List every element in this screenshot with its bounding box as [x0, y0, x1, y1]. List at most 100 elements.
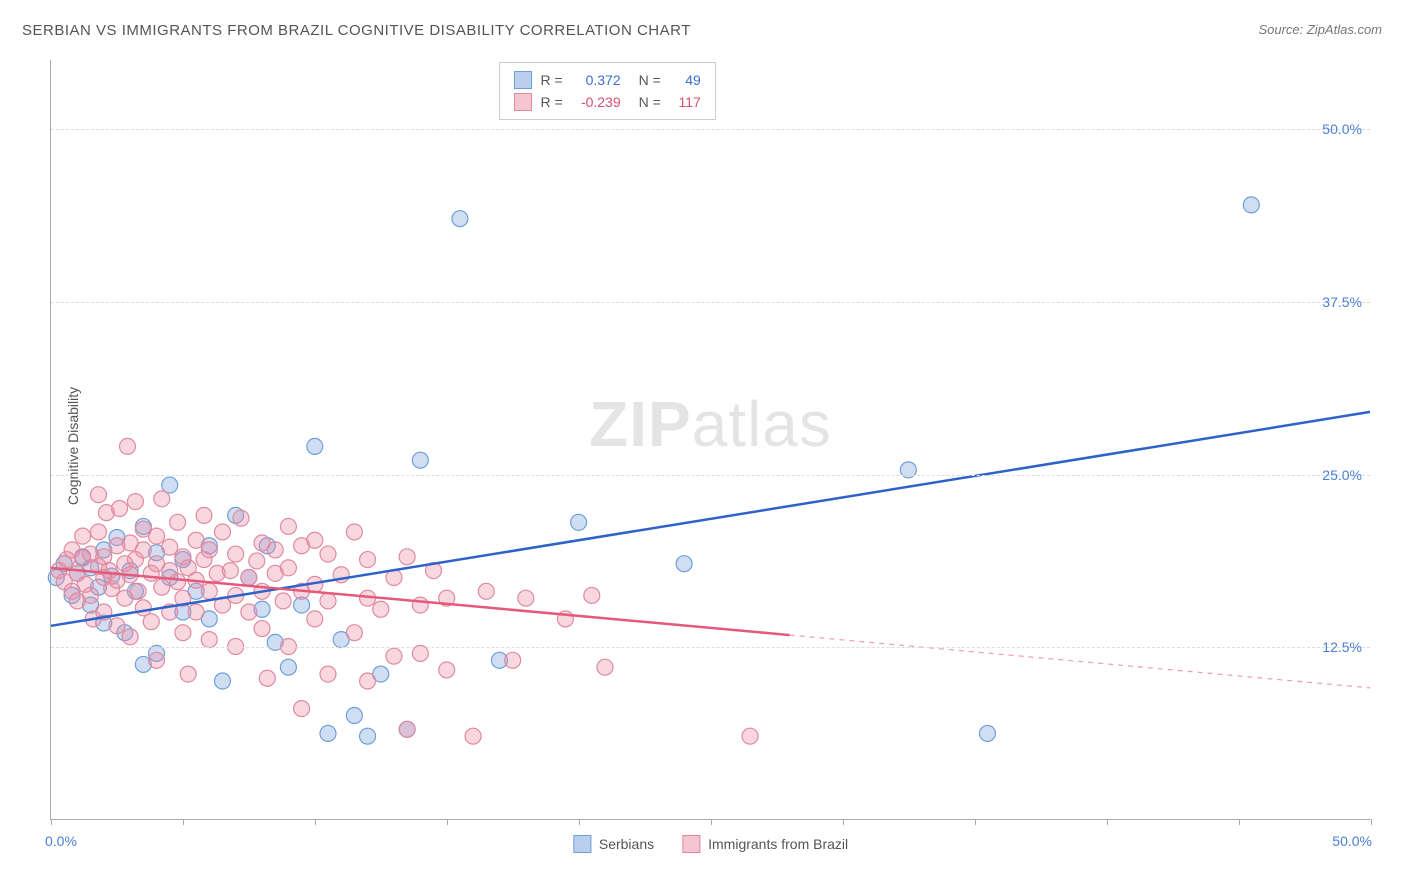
- bottom-legend-item: Immigrants from Brazil: [682, 835, 848, 853]
- scatter-point: [170, 574, 186, 590]
- scatter-point: [127, 494, 143, 510]
- scatter-point: [201, 632, 217, 648]
- x-tick: [447, 819, 448, 825]
- gridline: [51, 475, 1370, 476]
- scatter-point: [676, 556, 692, 572]
- x-tick: [315, 819, 316, 825]
- x-max-label: 50.0%: [1332, 833, 1372, 849]
- scatter-point: [112, 501, 128, 517]
- scatter-point: [346, 708, 362, 724]
- legend-r-value: -0.239: [571, 94, 621, 110]
- scatter-point: [75, 528, 91, 544]
- scatter-point: [170, 514, 186, 530]
- scatter-point: [83, 587, 99, 603]
- legend-swatch: [514, 93, 532, 111]
- scatter-point: [386, 648, 402, 664]
- y-tick-label: 50.0%: [1322, 121, 1362, 137]
- plot-area: ZIPatlas R =0.372N =49R =-0.239N =117 Se…: [50, 60, 1370, 820]
- scatter-point: [228, 546, 244, 562]
- source-label: Source: ZipAtlas.com: [1258, 22, 1382, 37]
- x-tick: [579, 819, 580, 825]
- legend-r-label: R =: [540, 94, 562, 110]
- trend-line-dashed: [790, 635, 1370, 688]
- chart-title: SERBIAN VS IMMIGRANTS FROM BRAZIL COGNIT…: [22, 22, 691, 39]
- x-tick: [975, 819, 976, 825]
- bottom-legend-item: Serbians: [573, 835, 654, 853]
- stats-legend: R = 0.372 N = 49 R = -0.239 N = 117: [499, 62, 715, 120]
- stats-legend-row: R = 0.372 N = 49: [514, 69, 700, 91]
- scatter-point: [201, 583, 217, 599]
- legend-swatch: [514, 71, 532, 89]
- scatter-point: [180, 666, 196, 682]
- scatter-point: [154, 491, 170, 507]
- x-tick: [1107, 819, 1108, 825]
- scatter-svg: [51, 60, 1370, 819]
- legend-n-value: 49: [669, 72, 701, 88]
- scatter-point: [597, 659, 613, 675]
- scatter-point: [320, 666, 336, 682]
- scatter-point: [214, 673, 230, 689]
- scatter-point: [109, 618, 125, 634]
- scatter-point: [478, 583, 494, 599]
- legend-n-label: N =: [639, 94, 661, 110]
- scatter-point: [518, 590, 534, 606]
- scatter-point: [275, 593, 291, 609]
- x-tick: [711, 819, 712, 825]
- scatter-point: [307, 611, 323, 627]
- scatter-point: [154, 579, 170, 595]
- trend-line: [51, 568, 790, 635]
- x-tick: [1371, 819, 1372, 825]
- gridline: [51, 647, 1370, 648]
- scatter-point: [320, 593, 336, 609]
- scatter-point: [259, 670, 275, 686]
- legend-r-value: 0.372: [571, 72, 621, 88]
- scatter-point: [1243, 197, 1259, 213]
- scatter-point: [122, 629, 138, 645]
- scatter-point: [280, 518, 296, 534]
- legend-n-value: 117: [669, 94, 701, 110]
- y-tick-label: 25.0%: [1322, 467, 1362, 483]
- scatter-point: [742, 728, 758, 744]
- scatter-point: [241, 604, 257, 620]
- y-tick-label: 37.5%: [1322, 294, 1362, 310]
- scatter-point: [233, 510, 249, 526]
- scatter-point: [320, 725, 336, 741]
- legend-r-label: R =: [540, 72, 562, 88]
- scatter-point: [373, 601, 389, 617]
- scatter-point: [175, 625, 191, 641]
- scatter-point: [584, 587, 600, 603]
- scatter-point: [439, 662, 455, 678]
- scatter-point: [360, 728, 376, 744]
- y-tick-label: 12.5%: [1322, 639, 1362, 655]
- scatter-point: [249, 553, 265, 569]
- scatter-point: [360, 673, 376, 689]
- legend-swatch: [682, 835, 700, 853]
- scatter-point: [571, 514, 587, 530]
- scatter-point: [280, 560, 296, 576]
- scatter-point: [280, 659, 296, 675]
- scatter-point: [130, 583, 146, 599]
- scatter-point: [346, 524, 362, 540]
- scatter-point: [214, 524, 230, 540]
- scatter-point: [120, 438, 136, 454]
- scatter-point: [188, 532, 204, 548]
- scatter-point: [196, 507, 212, 523]
- scatter-point: [399, 549, 415, 565]
- bottom-legend-label: Serbians: [599, 836, 654, 852]
- scatter-point: [505, 652, 521, 668]
- scatter-point: [294, 701, 310, 717]
- scatter-point: [254, 621, 270, 637]
- x-tick: [1239, 819, 1240, 825]
- scatter-point: [241, 570, 257, 586]
- scatter-point: [979, 725, 995, 741]
- scatter-point: [360, 552, 376, 568]
- bottom-legend: Serbians Immigrants from Brazil: [573, 835, 848, 853]
- stats-legend-row: R = -0.239 N = 117: [514, 91, 700, 113]
- gridline: [51, 129, 1370, 130]
- scatter-point: [267, 542, 283, 558]
- scatter-point: [162, 539, 178, 555]
- x-tick: [843, 819, 844, 825]
- scatter-point: [452, 211, 468, 227]
- scatter-point: [307, 532, 323, 548]
- legend-n-label: N =: [639, 72, 661, 88]
